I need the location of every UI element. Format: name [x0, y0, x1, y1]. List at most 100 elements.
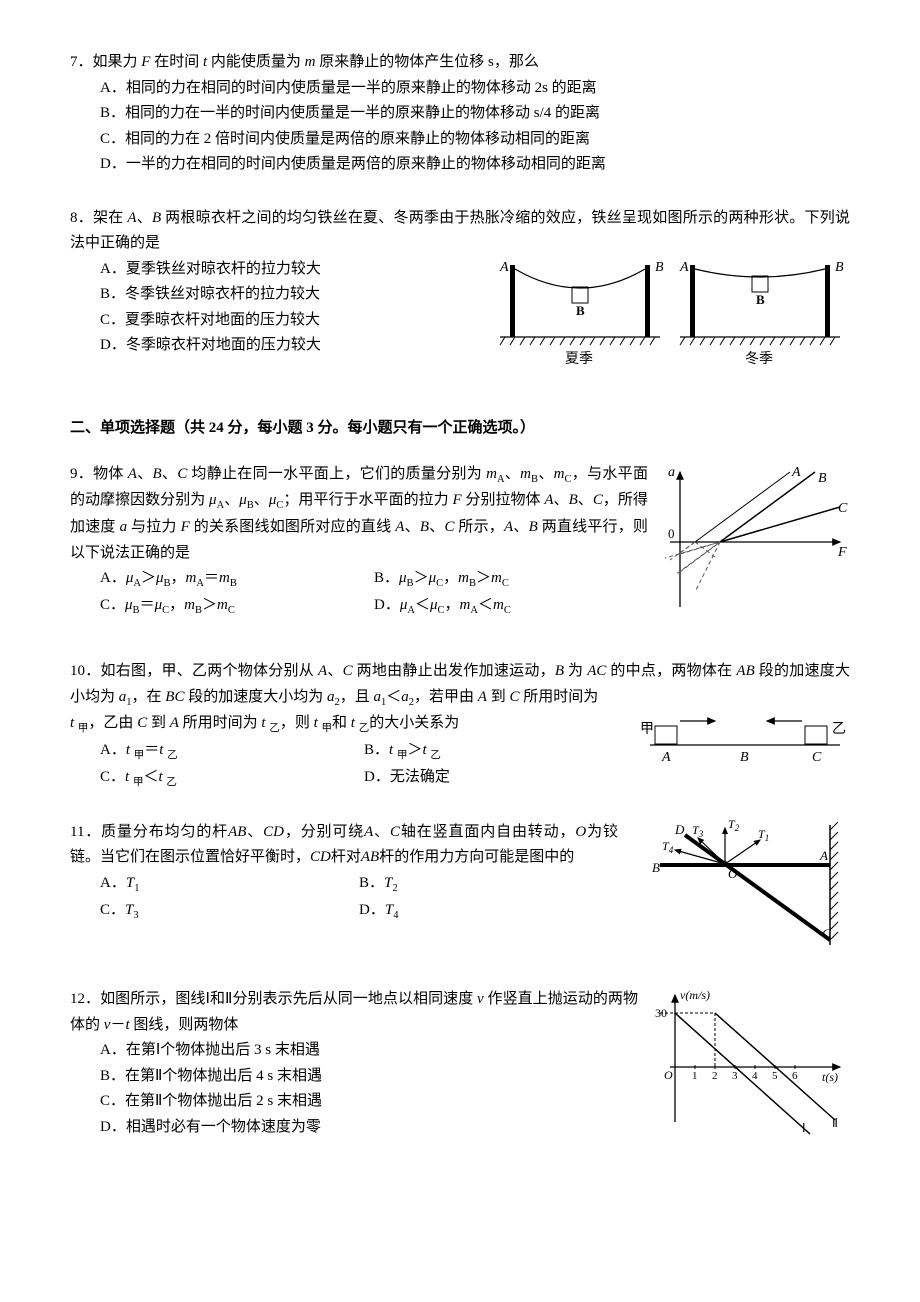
q12-opt-b: B．在第Ⅱ个物体抛出后 4 s 末相遇: [100, 1064, 638, 1090]
q7-opt-b: B．相同的力在一半的时间内使质量是一半的原来静止的物体移动 s/4 的距离: [100, 101, 850, 127]
q9-label-b: B: [818, 471, 827, 486]
question-12: 12．如图所示，图线Ⅰ和Ⅱ分别表示先后从同一地点以相同速度 v 作竖直上抛运动的…: [70, 987, 850, 1147]
q8-text: 架在 A、B 两根晾衣杆之间的均匀铁丝在夏、冬两季由于热胀冷缩的效应，铁丝呈现如…: [70, 210, 850, 252]
q8-svg: A B B A B B: [490, 257, 850, 367]
q7-opt-d: D．一半的力在相同的时间内使质量是两倍的原来静止的物体移动相同的距离: [100, 152, 850, 178]
q11-opt-b: B．T2: [359, 871, 618, 898]
q10-jia: 甲: [640, 722, 654, 737]
q11-svg: A B C D O T1 T2 T3 T4: [630, 820, 850, 950]
q11-figure: A B C D O T1 T2 T3 T4: [630, 820, 850, 960]
q9-axis-a: a: [668, 465, 675, 480]
q11-opt-a: A．T1: [100, 871, 359, 898]
q12-opt-d: D．相遇时必有一个物体速度为零: [100, 1115, 638, 1141]
q10-opt-a: A．t 甲＝t 乙: [100, 738, 364, 765]
q9-axis-f: F: [837, 545, 847, 560]
q12-II: Ⅱ: [832, 1116, 838, 1130]
q12-text: 如图所示，图线Ⅰ和Ⅱ分别表示先后从同一地点以相同速度 v 作竖直上抛运动的两物体…: [70, 991, 638, 1033]
q8-label-a1: A: [499, 260, 509, 275]
q11-C: C: [822, 926, 831, 941]
q7-stem: 7．如果力 F 在时间 t 内能使质量为 m 原来静止的物体产生位移 s，那么: [70, 50, 850, 76]
q9-text: 物体 A、B、C 均静止在同一水平面上，它们的质量分别为 mA、mB、mC，与水…: [70, 466, 648, 561]
q10-options: A．t 甲＝t 乙 B．t 甲＞t 乙 C．t 甲＜t 乙 D．无法确定: [70, 738, 628, 792]
q8-opt-d: D．冬季晾衣杆对地面的压力较大: [100, 333, 478, 359]
section-2-title: 二、单项选择题（共 24 分，每小题 3 分。每小题只有一个正确选项。）: [70, 416, 850, 442]
q11-stem: 11．质量分布均匀的杆AB、CD，分别可绕A、C轴在竖直面内自由转动，O为铰链。…: [70, 820, 618, 871]
q10-text: 如右图，甲、乙两个物体分别从 A、C 两地由静止出发作加速运动，B 为 AC 的…: [70, 663, 850, 705]
svg-text:T4: T4: [662, 839, 674, 855]
q10-A: A: [661, 750, 671, 765]
q9-svg: a F 0 A B C: [660, 462, 850, 622]
q7-opt-c: C．相同的力在 2 倍时间内使质量是两倍的原来静止的物体移动相同的距离: [100, 127, 850, 153]
q10-opt-d: D．无法确定: [364, 765, 628, 792]
q8-label-b2: B: [835, 260, 844, 275]
svg-text:T3: T3: [692, 823, 704, 839]
q12-figure: v(m/s) t(s) O 30 1 2 3 4 5 6: [650, 987, 850, 1147]
q8-options: A．夏季铁丝对晾衣杆的拉力较大 B．冬季铁丝对晾衣杆的拉力较大 C．夏季晾衣杆对…: [70, 257, 478, 359]
q9-options: A．μA＞μB，mA＝mB B．μB＞μC，mB＞mC C．μB＝μC，mB＞m…: [70, 566, 648, 620]
q11-O: O: [728, 866, 738, 881]
question-10: 10．如右图，甲、乙两个物体分别从 A、C 两地由静止出发作加速运动，B 为 A…: [70, 659, 850, 792]
q10-B: B: [740, 750, 749, 765]
q12-opt-a: A．在第Ⅰ个物体抛出后 3 s 末相遇: [100, 1038, 638, 1064]
svg-text:T2: T2: [728, 820, 740, 833]
q11-D: D: [674, 822, 685, 837]
q8-cap-winter: 冬季: [745, 351, 773, 367]
question-8: 8．架在 A、B 两根晾衣杆之间的均匀铁丝在夏、冬两季由于热胀冷缩的效应，铁丝呈…: [70, 206, 850, 377]
q12-t3: 3: [732, 1070, 738, 1082]
q11-opt-d: D．T4: [359, 898, 618, 925]
q12-opt-c: C．在第Ⅱ个物体抛出后 2 s 末相遇: [100, 1089, 638, 1115]
q11-B: B: [652, 860, 660, 875]
q12-stem: 12．如图所示，图线Ⅰ和Ⅱ分别表示先后从同一地点以相同速度 v 作竖直上抛运动的…: [70, 987, 638, 1038]
question-9: 9．物体 A、B、C 均静止在同一水平面上，它们的质量分别为 mA、mB、mC，…: [70, 462, 850, 632]
question-11: 11．质量分布均匀的杆AB、CD，分别可绕A、C轴在竖直面内自由转动，O为铰链。…: [70, 820, 850, 960]
q10-C: C: [812, 750, 822, 765]
q9-opt-d: D．μA＜μC，mA＜mC: [374, 593, 648, 620]
q8-figure: A B B A B B: [490, 257, 850, 377]
q10-stem: 10．如右图，甲、乙两个物体分别从 A、C 两地由静止出发作加速运动，B 为 A…: [70, 659, 850, 711]
q8-opt-a: A．夏季铁丝对晾衣杆的拉力较大: [100, 257, 478, 283]
q9-opt-c: C．μB＝μC，mB＞mC: [100, 593, 374, 620]
q7-text: 如果力 F 在时间 t 内能使质量为 m 原来静止的物体产生位移 s，那么: [93, 54, 539, 70]
q7-num: 7．: [70, 54, 93, 70]
q12-t4: 4: [752, 1070, 758, 1082]
q12-xlab: t(s): [822, 1070, 838, 1084]
q9-stem: 9．物体 A、B、C 均静止在同一水平面上，它们的质量分别为 mA、mB、mC，…: [70, 462, 648, 567]
q11-num: 11．: [70, 824, 101, 840]
q8-label-a2: A: [679, 260, 689, 275]
q9-label-a: A: [791, 465, 801, 480]
q12-t5: 5: [772, 1070, 778, 1082]
q12-options: A．在第Ⅰ个物体抛出后 3 s 末相遇 B．在第Ⅱ个物体抛出后 4 s 末相遇 …: [70, 1038, 638, 1140]
q9-opt-a: A．μA＞μB，mA＝mB: [100, 566, 374, 593]
q10-opt-c: C．t 甲＜t 乙: [100, 765, 364, 792]
q12-ylab: v(m/s): [680, 988, 710, 1002]
question-7: 7．如果力 F 在时间 t 内能使质量为 m 原来静止的物体产生位移 s，那么 …: [70, 50, 850, 178]
q12-I: Ⅰ: [802, 1121, 806, 1135]
q8-label-b1: B: [655, 260, 664, 275]
svg-text:T1: T1: [758, 827, 769, 843]
q8-weight2: B: [756, 292, 765, 307]
q8-num: 8．: [70, 210, 93, 226]
q11-A: A: [819, 848, 828, 863]
q9-origin: 0: [668, 526, 675, 541]
q12-num: 12．: [70, 991, 100, 1007]
q10-opt-b: B．t 甲＞t 乙: [364, 738, 628, 765]
q9-opt-b: B．μB＞μC，mB＞mC: [374, 566, 648, 593]
q9-label-c: C: [838, 501, 848, 516]
q8-weight1: B: [576, 303, 585, 318]
q12-O: O: [664, 1068, 673, 1082]
q7-opt-a: A．相同的力在相同的时间内使质量是一半的原来静止的物体移动 2s 的距离: [100, 76, 850, 102]
q10-svg: 甲 乙 A B C: [640, 711, 850, 771]
q12-svg: v(m/s) t(s) O 30 1 2 3 4 5 6: [650, 987, 850, 1137]
q11-text: 质量分布均匀的杆AB、CD，分别可绕A、C轴在竖直面内自由转动，O为铰链。当它们…: [70, 824, 618, 866]
q10-yi: 乙: [832, 721, 846, 737]
q12-t1: 1: [692, 1070, 698, 1082]
q10-num: 10．: [70, 663, 101, 679]
q9-num: 9．: [70, 466, 93, 482]
q8-opt-c: C．夏季晾衣杆对地面的压力较大: [100, 308, 478, 334]
q8-opt-b: B．冬季铁丝对晾衣杆的拉力较大: [100, 282, 478, 308]
q11-opt-c: C．T3: [100, 898, 359, 925]
q8-cap-summer: 夏季: [565, 351, 593, 367]
q9-figure: a F 0 A B C: [660, 462, 850, 632]
q11-options: A．T1 B．T2 C．T3 D．T4: [70, 871, 618, 925]
q10-line2: t 甲，乙由 C 到 A 所用时间为 t 乙，则 t 甲和 t 乙的大小关系为: [70, 711, 628, 738]
